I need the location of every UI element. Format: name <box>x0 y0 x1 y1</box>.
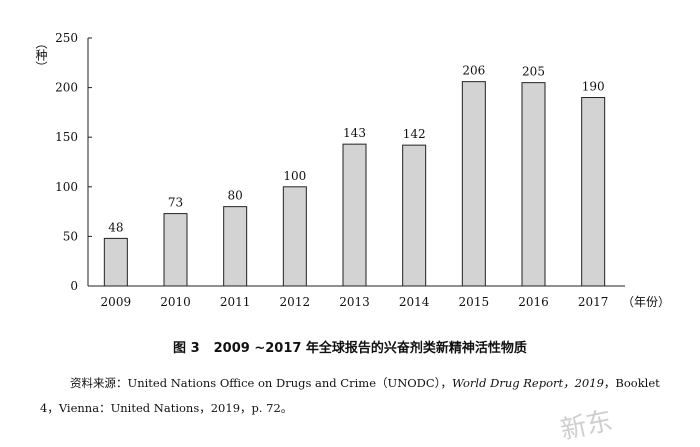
source-suffix: ，Booklet 4，Vienna：United Nations，2019，p.… <box>40 376 660 415</box>
x-tick-label: 2015 <box>459 295 490 309</box>
data-label: 73 <box>168 196 183 210</box>
figure-caption: 图 3 2009 ~2017 年全球报告的兴奋剂类新精神活性物质 <box>0 337 700 356</box>
x-tick-label: 2010 <box>160 295 191 309</box>
x-axis-label: （年份） <box>622 295 670 309</box>
y-tick-label: 250 <box>55 31 78 45</box>
chart-bars <box>103 81 606 287</box>
y-tick-label: 50 <box>63 229 78 243</box>
data-label: 80 <box>228 189 243 203</box>
x-tick-label: 2013 <box>339 295 370 309</box>
chart-labels: 0 50 100 150 200 250 （种） 48 2009 73 2010 80 2011 100 2… <box>34 31 670 309</box>
x-tick-label: 2016 <box>518 295 549 309</box>
data-label: 206 <box>462 64 485 78</box>
x-tick-label: 2012 <box>280 295 311 309</box>
y-tick-label: 200 <box>55 81 78 95</box>
bar <box>402 144 427 287</box>
bar <box>103 237 128 287</box>
y-axis-label: （种） <box>34 37 48 73</box>
source-prefix: 资料来源：United Nations Office on Drugs and … <box>70 376 452 390</box>
bar <box>581 97 606 287</box>
y-tick-label: 0 <box>70 279 78 293</box>
data-label: 48 <box>108 220 123 234</box>
figure-number: 图 3 <box>173 341 200 356</box>
source-report: World Drug Report，2019 <box>451 376 604 390</box>
bar <box>461 81 486 287</box>
data-label: 142 <box>403 127 426 141</box>
x-tick-label: 2017 <box>578 295 609 309</box>
figure-title: 2009 ~2017 年全球报告的兴奋剂类新精神活性物质 <box>213 341 527 356</box>
x-tick-label: 2011 <box>220 295 251 309</box>
bar <box>342 143 367 287</box>
x-tick-label: 2009 <box>101 295 132 309</box>
data-label: 190 <box>582 80 605 94</box>
y-tick-label: 150 <box>55 130 78 144</box>
bar <box>163 213 188 287</box>
source-note: 资料来源：United Nations Office on Drugs and … <box>40 371 680 421</box>
data-label: 143 <box>343 126 366 140</box>
data-label: 100 <box>283 169 306 183</box>
data-label: 205 <box>522 65 545 79</box>
x-tick-label: 2014 <box>399 295 430 309</box>
bar-chart: 0 50 100 150 200 250 （种） 48 2009 73 2010 80 2011 100 2… <box>34 31 670 309</box>
bar <box>223 206 248 287</box>
bar <box>521 82 546 287</box>
y-tick-label: 100 <box>55 180 78 194</box>
bar <box>282 186 307 287</box>
